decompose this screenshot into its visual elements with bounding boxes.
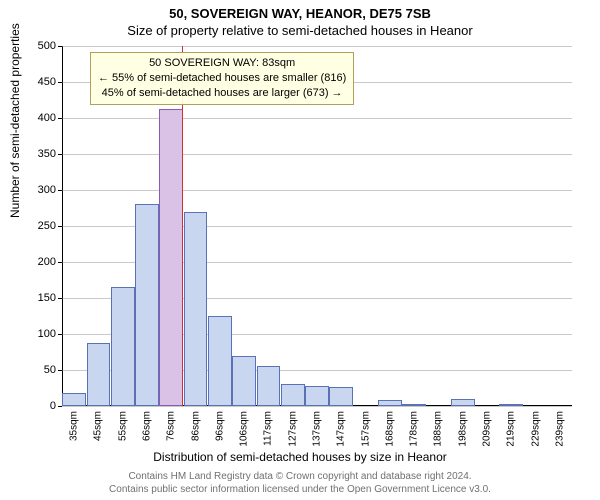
y-tick-label: 50 [44, 364, 62, 376]
x-tick-label: 198sqm [457, 406, 468, 447]
x-axis-label: Distribution of semi-detached houses by … [0, 450, 600, 464]
x-tick-label: 178sqm [409, 406, 420, 447]
histogram-bar [159, 109, 183, 406]
y-tick-label: 100 [38, 328, 62, 340]
histogram-bar [184, 212, 208, 406]
y-tick-label: 200 [38, 256, 62, 268]
histogram-bar [87, 343, 111, 406]
x-tick-label: 209sqm [482, 406, 493, 447]
x-tick-label: 76sqm [166, 406, 177, 441]
gridline [62, 46, 572, 47]
y-tick-label: 300 [38, 184, 62, 196]
x-tick-label: 137sqm [312, 406, 323, 447]
x-tick-label: 188sqm [433, 406, 444, 447]
attribution-line-1: Contains HM Land Registry data © Crown c… [0, 471, 600, 484]
x-tick-label: 127sqm [287, 406, 298, 447]
histogram-bar [451, 399, 475, 406]
histogram-bar [257, 366, 281, 406]
x-tick-label: 35sqm [69, 406, 80, 441]
x-tick-label: 45sqm [93, 406, 104, 441]
attribution-line-2: Contains public sector information licen… [0, 484, 600, 497]
gridline [62, 118, 572, 119]
y-axis-label: Number of semi-detached properties [8, 23, 22, 218]
attribution-text: Contains HM Land Registry data © Crown c… [0, 471, 600, 496]
histogram-bar [62, 393, 86, 406]
y-tick-label: 450 [38, 76, 62, 88]
x-tick-label: 147sqm [336, 406, 347, 447]
y-tick-label: 500 [38, 40, 62, 52]
x-tick-label: 86sqm [190, 406, 201, 441]
x-tick-label: 55sqm [117, 406, 128, 441]
histogram-bar [111, 287, 135, 406]
gridline [62, 190, 572, 191]
annotation-box: 50 SOVEREIGN WAY: 83sqm← 55% of semi-det… [90, 52, 354, 105]
x-tick-label: 168sqm [384, 406, 395, 447]
histogram-bar [135, 204, 159, 406]
histogram-bar [208, 316, 232, 406]
y-tick-label: 0 [50, 400, 62, 412]
x-tick-label: 66sqm [142, 406, 153, 441]
x-tick-label: 117sqm [263, 406, 274, 446]
x-tick-label: 106sqm [239, 406, 250, 447]
chart-subtitle: Size of property relative to semi-detach… [0, 21, 600, 38]
y-tick-label: 400 [38, 112, 62, 124]
y-tick-label: 350 [38, 148, 62, 160]
x-tick-label: 239sqm [554, 406, 565, 447]
y-tick-label: 250 [38, 220, 62, 232]
histogram-bar [232, 356, 256, 406]
chart-header-title: 50, SOVEREIGN WAY, HEANOR, DE75 7SB [0, 0, 600, 21]
histogram-chart: 50, SOVEREIGN WAY, HEANOR, DE75 7SB Size… [0, 0, 600, 500]
x-tick-label: 219sqm [506, 406, 517, 447]
annotation-line: 50 SOVEREIGN WAY: 83sqm [98, 56, 346, 71]
y-tick-label: 150 [38, 292, 62, 304]
annotation-line: ← 55% of semi-detached houses are smalle… [98, 71, 346, 86]
histogram-bar [281, 384, 305, 406]
x-tick-label: 96sqm [214, 406, 225, 441]
plot-area: 05010015020025030035040045050035sqm45sqm… [62, 46, 572, 406]
histogram-bar [329, 387, 353, 406]
annotation-line: 45% of semi-detached houses are larger (… [98, 86, 346, 101]
gridline [62, 154, 572, 155]
x-tick-label: 157sqm [360, 406, 371, 447]
x-tick-label: 229sqm [530, 406, 541, 447]
histogram-bar [305, 386, 329, 406]
